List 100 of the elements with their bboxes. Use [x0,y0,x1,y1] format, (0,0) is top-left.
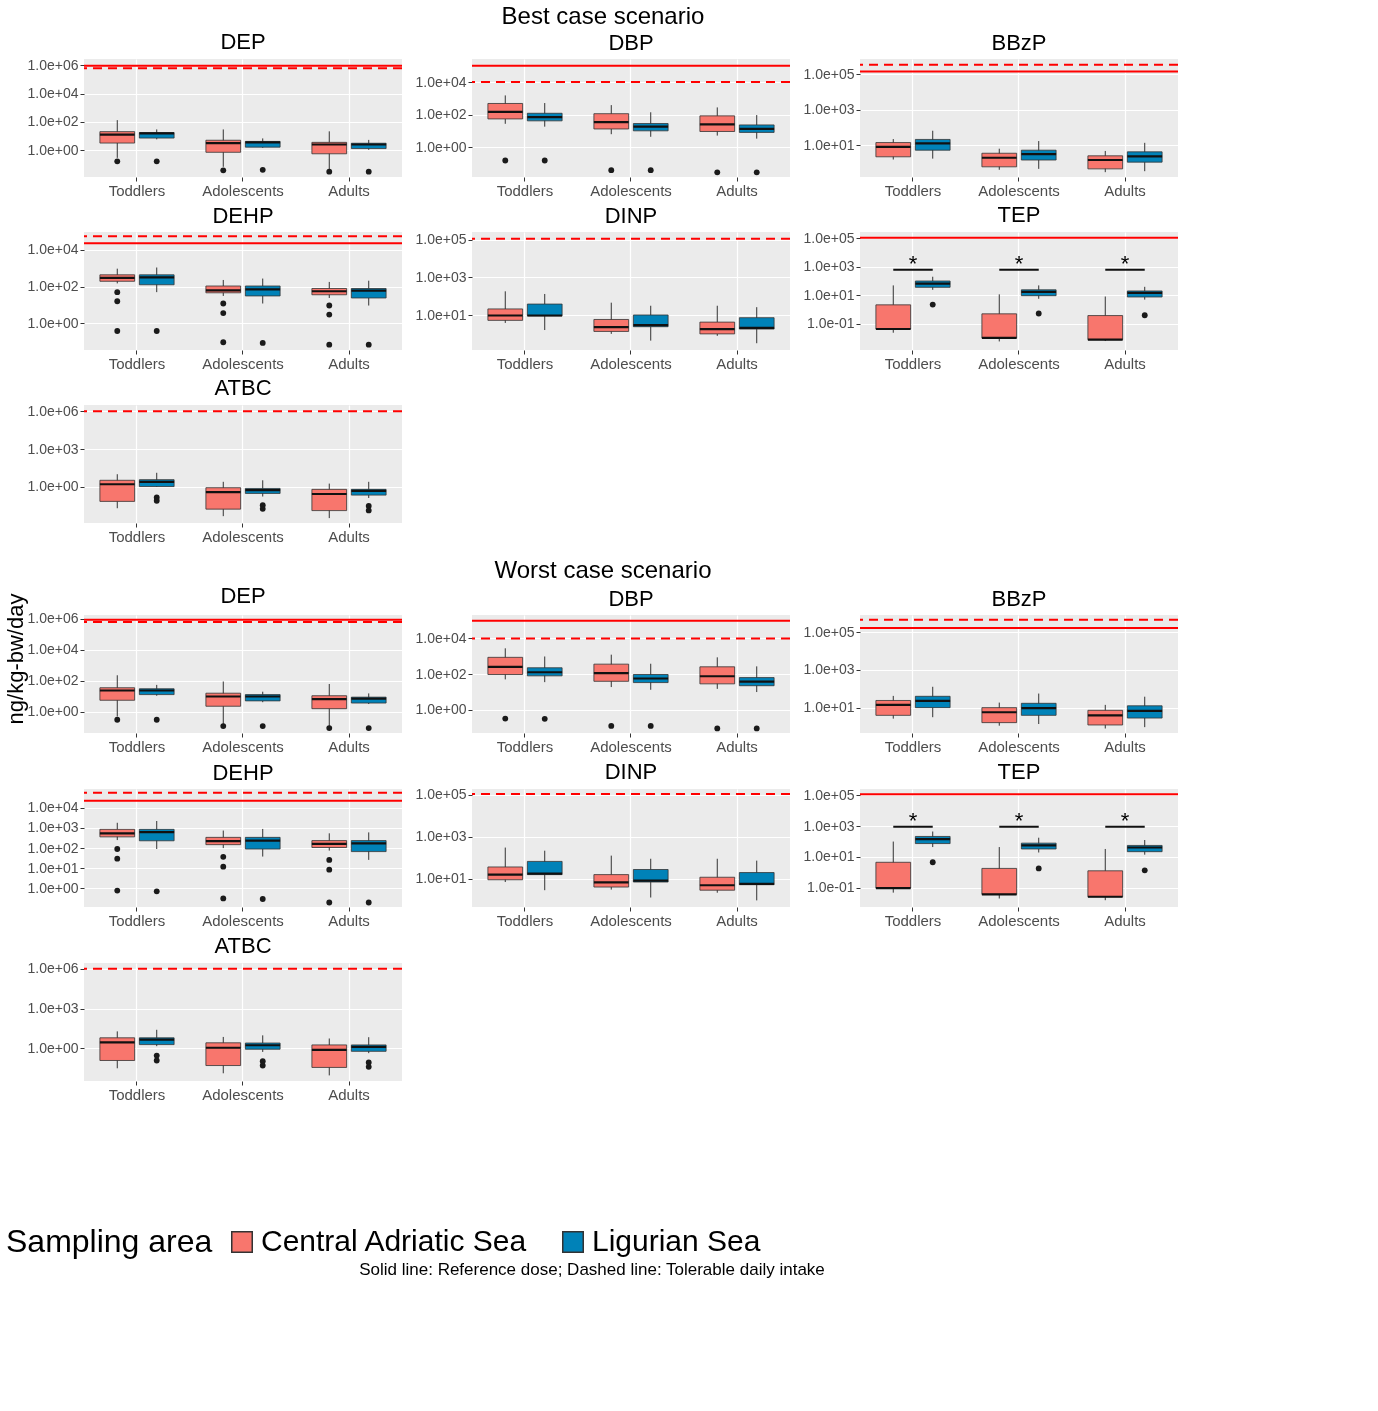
x-tick-label: Adolescents [978,737,1060,755]
y-tick-label: 1.0e+05 [415,786,467,803]
annotation: * [1014,807,1024,833]
x-tick-label: Adults [328,354,370,372]
x-tick-label: Adolescents [202,354,284,372]
y-tick-label: 1.0e+01 [803,699,855,716]
x-tick-label: Toddlers [108,911,166,929]
y-tick-label: 1.0e+00 [27,314,79,331]
x-tick-label: Adults [1104,354,1146,372]
y-tick-label: 1.0e+03 [415,828,467,845]
x-tick-label: Adolescents [590,911,672,929]
x-tick-label: Adults [716,181,758,199]
x-tick-label: Adults [1104,737,1146,755]
x-tick-label: Toddlers [108,1085,166,1103]
x-tick-label: Adults [716,737,758,755]
y-tick-label: 1.0e+02 [27,113,79,130]
y-tick-label: 1.0e+00 [415,701,467,718]
legend-title: Sampling area [6,1223,213,1259]
chart-title: BBzP [991,586,1047,611]
x-tick-label: Toddlers [884,737,942,755]
y-tick-label: 1.0e+02 [27,278,79,295]
chart-title: BBzP [991,30,1047,55]
y-tick-label: 1.0e+05 [803,786,855,803]
chart-title: DINP [604,758,658,784]
x-tick-label: Adults [1104,181,1146,199]
y-tick-label: 1.0e+03 [27,819,79,836]
annotation: * [908,807,918,833]
x-tick-label: Adults [716,911,758,929]
x-tick-label: Adults [716,354,758,372]
y-tick-label: 1.0e+06 [27,610,79,627]
y-axis-title: ng/kg-bw/day [3,593,28,725]
x-tick-label: Adolescents [202,737,284,755]
y-tick-label: 1.0e+00 [27,478,79,495]
y-tick-label: 1.0e+04 [415,73,467,90]
y-tick-label: 1.0e+01 [27,859,79,876]
x-tick-label: Adolescents [590,737,672,755]
y-tick-label: 1.0e+04 [27,85,79,102]
chart-title: ATBC [214,375,272,401]
legend-label: Central Adriatic Sea [261,1224,527,1257]
x-tick-label: Adolescents [202,527,284,545]
y-tick-label: 1.0e+03 [27,440,79,457]
legend-label: Ligurian Sea [592,1224,761,1257]
chart-title: DEHP [212,760,274,785]
y-tick-label: 1.0e+02 [415,106,467,123]
x-tick-label: Toddlers [108,181,166,199]
y-tick-label: 1.0e+05 [803,229,855,246]
chart-title: DINP [604,203,658,228]
chart-title: DEP [220,582,266,608]
x-tick-label: Adults [328,181,370,199]
chart-title: TEP [997,759,1041,785]
y-tick-label: 1.0e-01 [807,315,855,332]
x-tick-label: Adolescents [978,911,1060,929]
x-tick-label: Adolescents [590,181,672,199]
y-tick-label: 1.0e+04 [27,799,79,816]
annotation: * [1120,807,1130,833]
y-tick-label: 1.0e+01 [415,306,467,323]
y-tick-label: 1.0e+03 [803,258,855,275]
y-tick-label: 1.0e+03 [803,661,855,678]
x-tick-label: Toddlers [496,181,554,199]
annotation: * [1120,250,1130,276]
chart-title: Worst case scenario [494,555,712,583]
x-tick-label: Adolescents [202,181,284,199]
x-tick-label: Toddlers [884,354,942,372]
x-tick-label: Toddlers [496,354,554,372]
y-tick-label: 1.0e+01 [803,136,855,153]
x-tick-label: Adults [328,737,370,755]
chart-subtitle: DBP [608,586,654,611]
y-tick-label: 1.0e+02 [27,672,79,689]
chart-title: DEHP [212,203,274,228]
y-tick-label: 1.0e+04 [27,241,79,258]
y-tick-label: 1.0e+01 [803,848,855,865]
x-tick-label: Toddlers [884,911,942,929]
y-tick-label: 1.0e+06 [27,56,79,73]
chart-title: TEP [997,202,1041,228]
x-tick-label: Adolescents [202,911,284,929]
x-tick-label: Toddlers [108,737,166,755]
y-tick-label: 1.0e+05 [415,231,467,248]
annotation: * [1014,250,1024,276]
annotation: * [908,250,918,276]
y-tick-label: 1.0e+03 [27,1000,79,1017]
x-tick-label: Adolescents [202,1085,284,1103]
y-tick-label: 1.0e+00 [27,1039,79,1056]
y-tick-label: 1.0e+00 [27,879,79,896]
x-tick-label: Toddlers [496,737,554,755]
x-tick-label: Toddlers [496,911,554,929]
y-tick-label: 1.0e+01 [415,870,467,887]
y-tick-label: 1.0e+06 [27,960,79,977]
y-tick-label: 1.0e+02 [415,665,467,682]
chart-subtitle: DBP [608,30,654,55]
y-tick-label: 1.0e+05 [803,623,855,640]
y-tick-label: 1.0e+01 [803,286,855,303]
x-tick-label: Adults [328,911,370,929]
x-tick-label: Adolescents [978,181,1060,199]
y-tick-label: 1.0e+03 [803,817,855,834]
x-tick-label: Toddlers [108,527,166,545]
y-tick-label: 1.0e+04 [27,641,79,658]
y-tick-label: 1.0e+00 [415,138,467,155]
y-tick-label: 1.0e+03 [803,101,855,118]
y-tick-label: 1.0e+00 [27,703,79,720]
chart-title: ATBC [214,932,272,958]
